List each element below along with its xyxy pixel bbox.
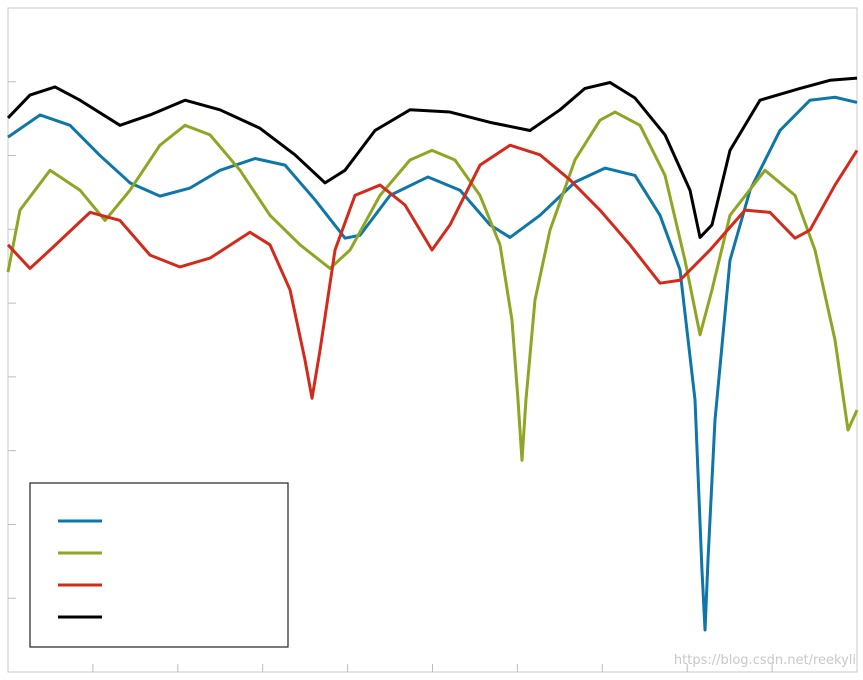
- series-line: [6, 110, 859, 462]
- legend-box: [29, 482, 289, 648]
- series-line: [7, 95, 858, 632]
- series-line: [6, 143, 859, 400]
- watermark: https://blog.csdn.net/reekyli: [674, 653, 856, 668]
- series-line: [6, 76, 858, 239]
